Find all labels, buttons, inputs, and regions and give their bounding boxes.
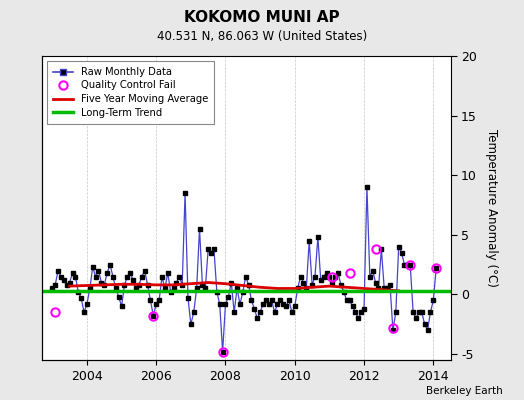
Y-axis label: Temperature Anomaly (°C): Temperature Anomaly (°C) — [485, 129, 498, 287]
Text: KOKOMO MUNI AP: KOKOMO MUNI AP — [184, 10, 340, 25]
Text: Berkeley Earth: Berkeley Earth — [427, 386, 503, 396]
Text: 40.531 N, 86.063 W (United States): 40.531 N, 86.063 W (United States) — [157, 30, 367, 43]
Legend: Raw Monthly Data, Quality Control Fail, Five Year Moving Average, Long-Term Tren: Raw Monthly Data, Quality Control Fail, … — [47, 61, 214, 124]
